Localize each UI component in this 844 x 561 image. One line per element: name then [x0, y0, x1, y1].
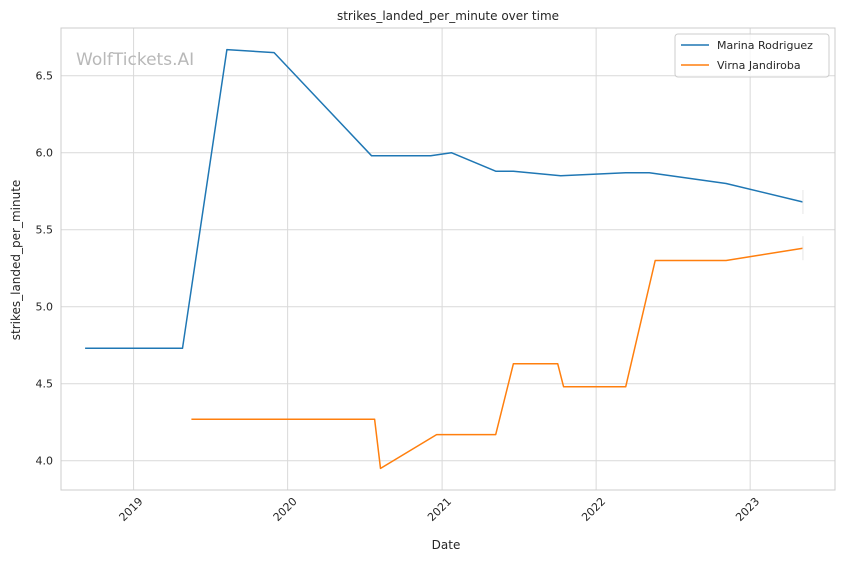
- legend-label-virna-jandiroba: Virna Jandiroba: [717, 59, 801, 72]
- y-tick-label: 6.0: [36, 147, 54, 160]
- x-gridlines: [133, 28, 751, 490]
- y-tick-label: 4.5: [36, 378, 54, 391]
- y-tick-label: 4.0: [36, 455, 54, 468]
- watermark-text: WolfTickets.AI: [76, 50, 194, 70]
- y-tick-label: 6.5: [36, 70, 54, 83]
- legend-label-marina-rodriguez: Marina Rodriguez: [717, 39, 813, 52]
- legend-box: [674, 33, 830, 78]
- series-line-0: [85, 48, 804, 350]
- y-axis-label: strikes_landed_per_minute: [9, 180, 23, 341]
- y-tick-label: 5.0: [36, 301, 54, 314]
- x-axis-label: Date: [432, 538, 461, 552]
- series-layer: [85, 48, 804, 470]
- chart-title: strikes_landed_per_minute over time: [337, 9, 559, 23]
- series-line-1: [191, 247, 804, 470]
- y-tick-labels: 4.0 4.5 5.0 5.5 6.0 6.5: [36, 70, 54, 468]
- plot-frame: [60, 27, 836, 491]
- legend: Marina Rodriguez Virna Jandiroba: [674, 33, 830, 78]
- y-tick-label: 5.5: [36, 224, 54, 237]
- y-gridlines: [61, 75, 835, 462]
